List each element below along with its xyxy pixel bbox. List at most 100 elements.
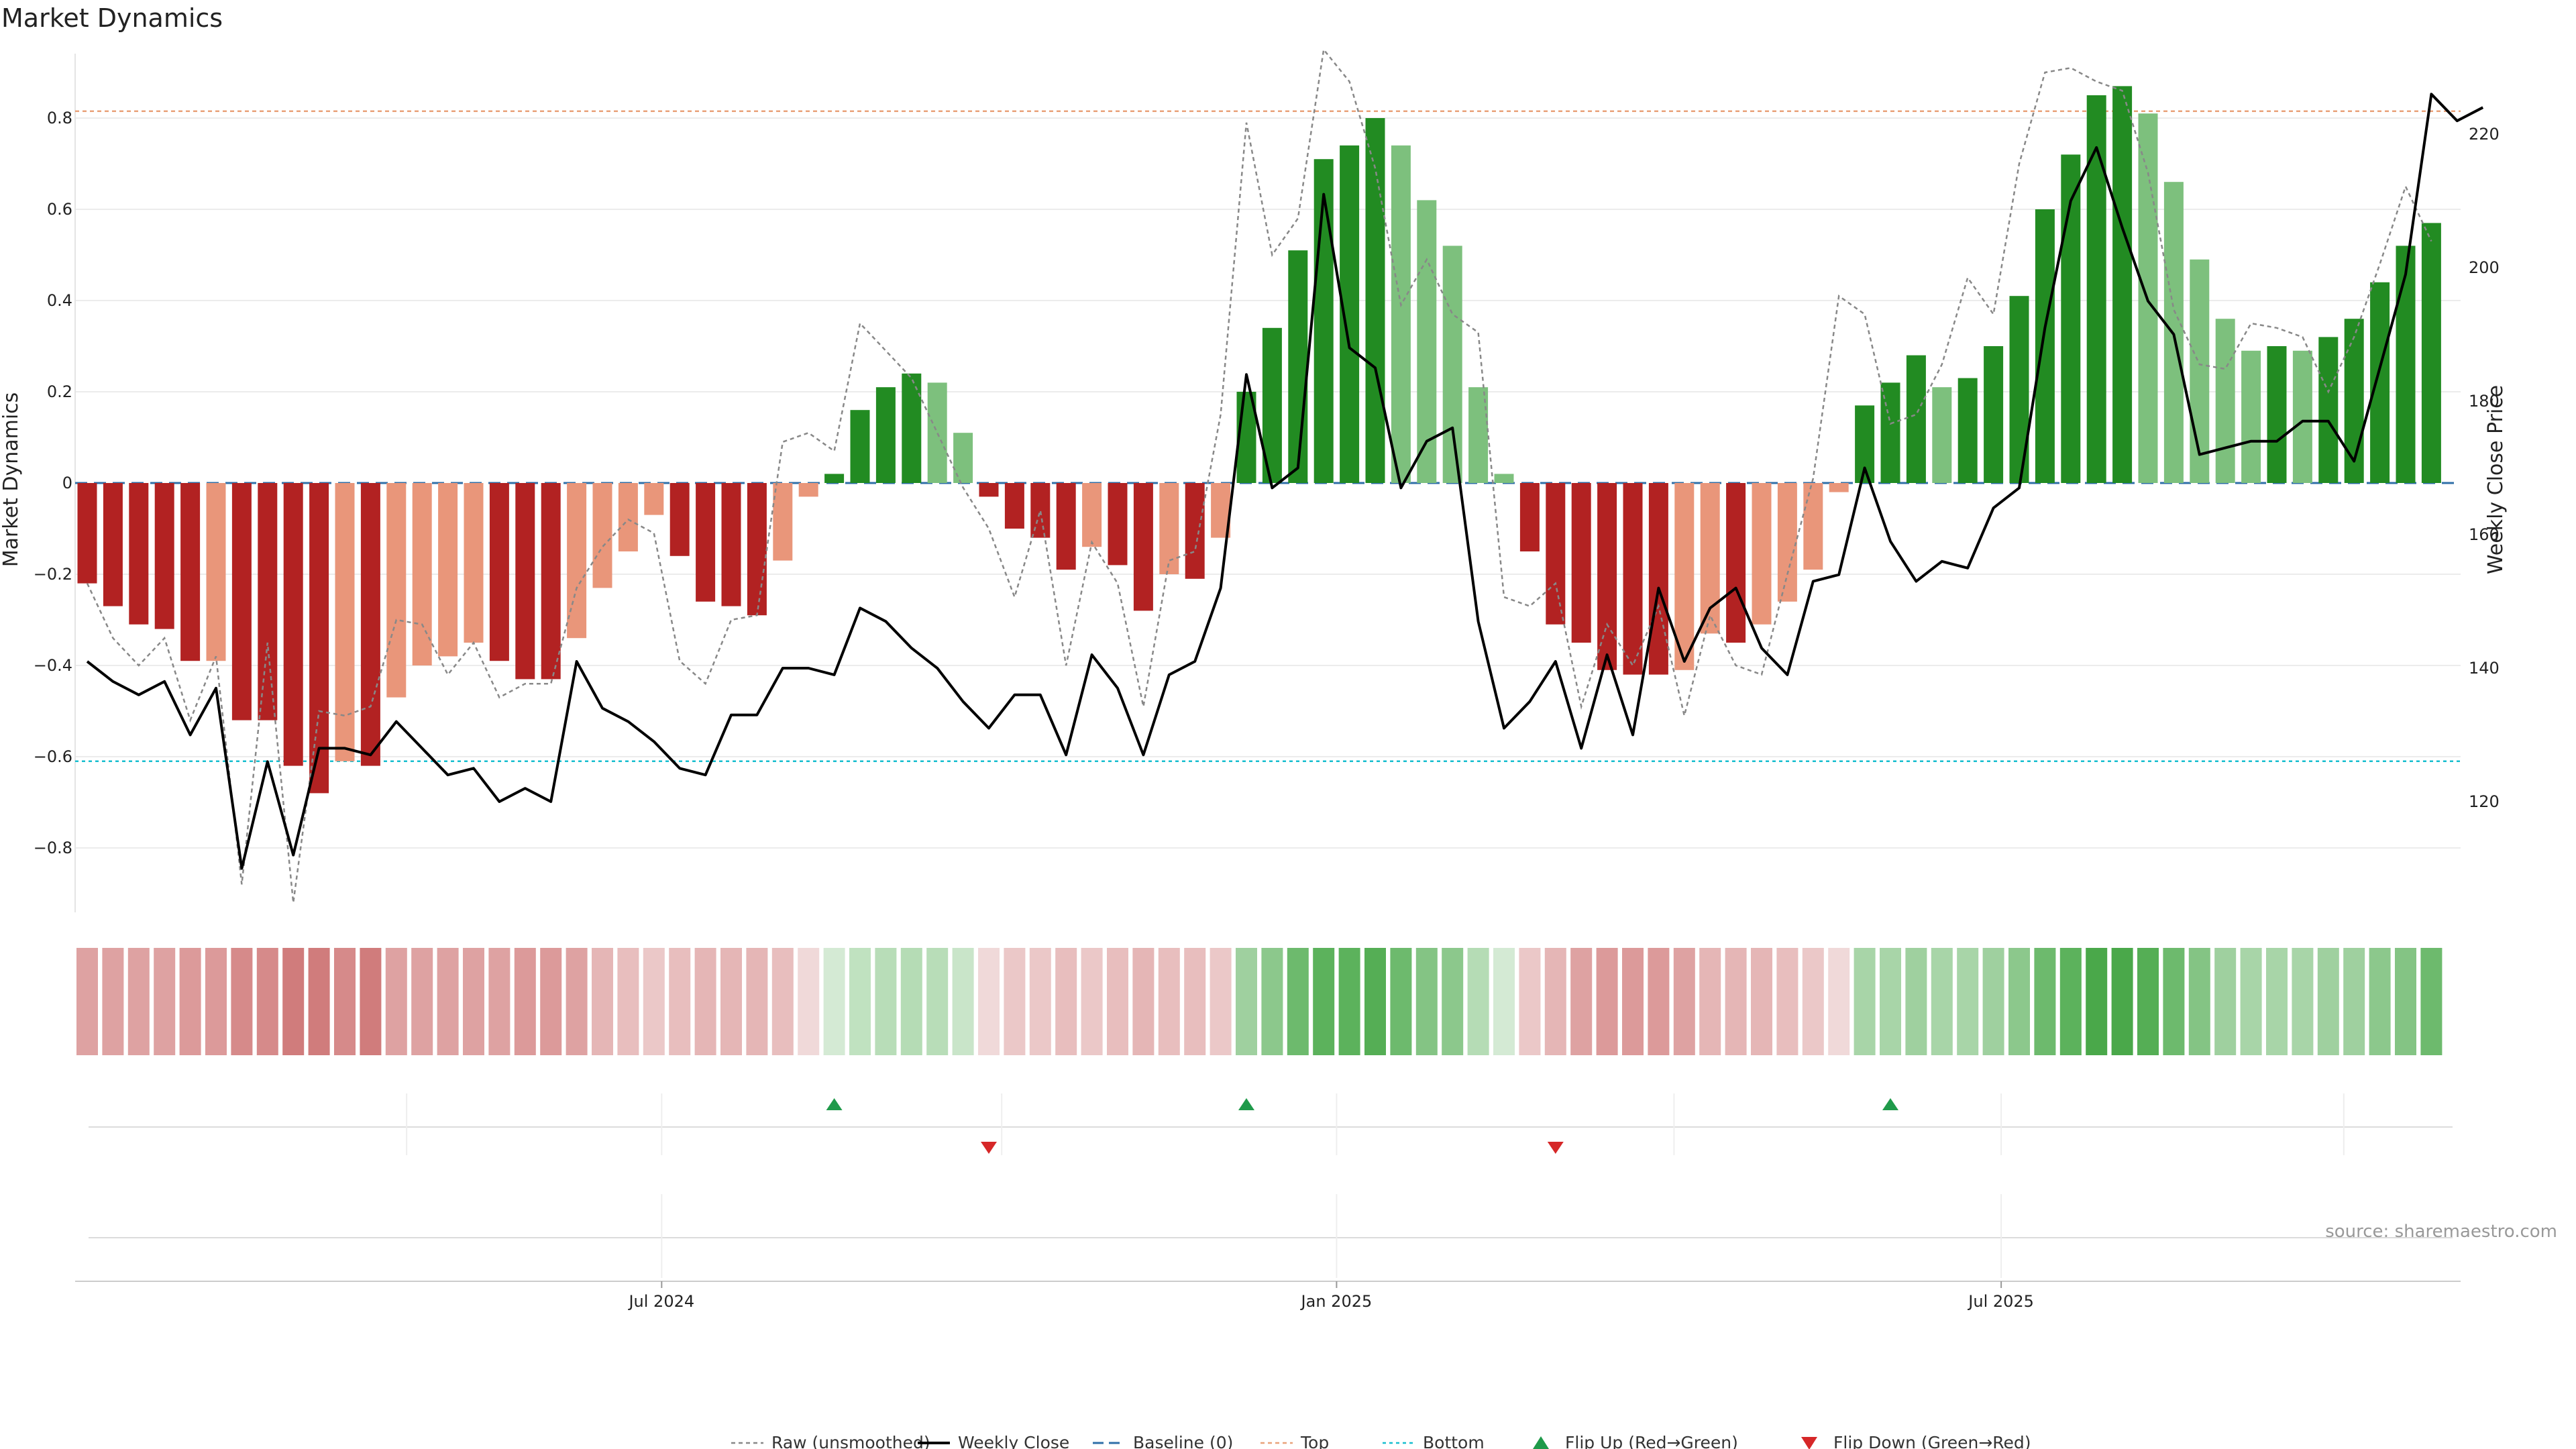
strip-cell (1880, 948, 1901, 1055)
dynamics-bar (1880, 382, 1900, 483)
strip-cell (1493, 948, 1515, 1055)
dynamics-bar (309, 483, 329, 794)
x-tick-label: Jul 2024 (627, 1292, 694, 1311)
strip-cell (926, 948, 949, 1055)
strip-cell (2292, 948, 2314, 1055)
left-tick-label: 0.4 (47, 291, 72, 310)
strip-cell (617, 948, 639, 1055)
strip-cell (463, 948, 484, 1055)
dynamics-bar (1752, 483, 1772, 625)
dynamics-bar (2009, 296, 2029, 483)
x-tick-label: Jan 2025 (1300, 1292, 1373, 1311)
legend-label: Flip Up (Red→Green) (1565, 1433, 1738, 1449)
chart-title: Market Dynamics (1, 3, 223, 33)
strip-cell (1081, 948, 1103, 1055)
flip-up-marker (1882, 1098, 1898, 1110)
dynamics-bar (129, 483, 149, 625)
legend-label: Weekly Close (958, 1433, 1069, 1449)
strip-cell (1415, 948, 1438, 1055)
strip-cell (205, 948, 227, 1055)
strip-cell (875, 948, 897, 1055)
strip-cell (694, 948, 716, 1055)
strip-cell (1776, 948, 1799, 1055)
dynamics-bar (1030, 483, 1051, 538)
dynamics-bar (1468, 387, 1489, 483)
flip-up-marker (1238, 1098, 1254, 1110)
dynamics-bar (747, 483, 767, 616)
legend-label: Baseline (0) (1133, 1433, 1233, 1449)
dynamics-bar (1133, 483, 1153, 611)
dynamics-bar (773, 483, 793, 561)
dynamics-bar (1056, 483, 1076, 570)
dynamics-bar (1108, 483, 1128, 566)
left-tick-label: −0.8 (34, 839, 72, 857)
strip-cell (1236, 948, 1257, 1055)
strip-cell (256, 948, 278, 1055)
strip-cell (1442, 948, 1464, 1055)
dynamics-bar (1546, 483, 1566, 625)
dynamics-bar (902, 373, 922, 483)
strip-cell (1519, 948, 1541, 1055)
strip-cell (1544, 948, 1566, 1055)
dynamics-bar (1597, 483, 1617, 670)
strip-cell (2395, 948, 2416, 1055)
strip-cell (669, 948, 691, 1055)
dynamics-bar (2421, 223, 2441, 483)
strip-cell (76, 948, 98, 1055)
left-tick-label: −0.6 (34, 747, 72, 766)
strip-cell (720, 948, 742, 1055)
right-tick-label: 180 (2469, 392, 2500, 411)
strip-cell (2266, 948, 2288, 1055)
dynamics-bar (1623, 483, 1643, 675)
strip-cell (2317, 948, 2339, 1055)
dynamics-bar (875, 387, 896, 483)
strip-cell (1648, 948, 1670, 1055)
dynamics-bar (1391, 145, 1411, 484)
dynamics-bar (541, 483, 561, 680)
dynamics-bar (231, 483, 252, 720)
flip-up-marker (826, 1098, 843, 1110)
legend-label: Raw (unsmoothed) (771, 1433, 930, 1449)
legend: Raw (unsmoothed) Weekly Close Baseline (0)… (731, 1433, 2031, 1449)
dynamics-bar (1829, 483, 1849, 492)
strip-cell (1364, 948, 1386, 1055)
strip-cell (1055, 948, 1077, 1055)
dynamics-bar (412, 483, 432, 665)
dynamics-bar (1957, 378, 1978, 483)
strip-cell (1673, 948, 1695, 1055)
x-axis: Jul 2024 Jan 2025 Jul 2025 (75, 1281, 2461, 1311)
dynamics-bar (1777, 483, 1797, 602)
strip-cell (1029, 948, 1051, 1055)
dynamics-bar (1417, 200, 1437, 483)
strip-cell (127, 948, 150, 1055)
strip-cell (2369, 948, 2391, 1055)
strip-cell (1622, 948, 1644, 1055)
strip-cell (2343, 948, 2365, 1055)
dynamics-bar (77, 483, 97, 584)
strip-cell (592, 948, 613, 1055)
dynamics-bar (464, 483, 484, 643)
dynamics-bar (1442, 246, 1462, 483)
dynamics-bar (1648, 483, 1668, 675)
strip-cell (2420, 948, 2443, 1055)
strip-cell (1751, 948, 1772, 1055)
dynamics-bar (1932, 387, 1952, 483)
dynamics-bar (1365, 118, 1385, 483)
strip-cell (2214, 948, 2237, 1055)
strip-cell (2240, 948, 2262, 1055)
strip-cell (1802, 948, 1824, 1055)
strip-cell (231, 948, 253, 1055)
dynamics-bar (1571, 483, 1591, 643)
strip-cell (282, 948, 305, 1055)
strip-cell (952, 948, 974, 1055)
strip-cell (823, 948, 845, 1055)
strip-cell (437, 948, 459, 1055)
legend-label: Bottom (1423, 1433, 1485, 1449)
right-axis-label: Weekly Close Price (2484, 385, 2508, 574)
left-axis-label: Market Dynamics (0, 392, 23, 568)
dynamics-bar (2396, 246, 2416, 483)
dynamics-bar (335, 483, 355, 761)
strip-cell (2137, 948, 2159, 1055)
legend-label: Flip Down (Green→Red) (1833, 1433, 2031, 1449)
